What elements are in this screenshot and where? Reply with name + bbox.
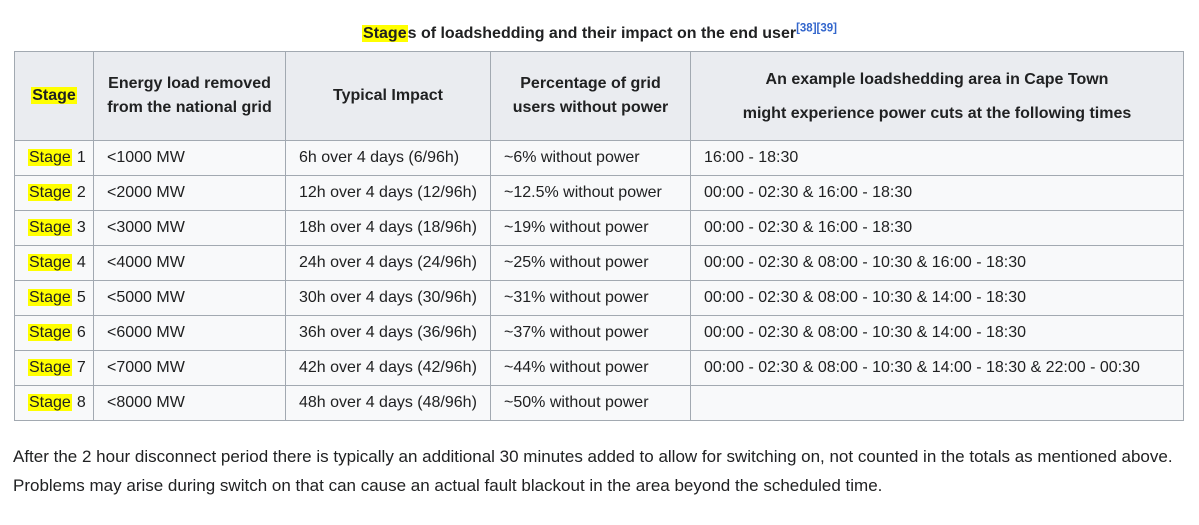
stage-cell: Stage 1	[14, 140, 94, 176]
header-impact: Typical Impact	[285, 51, 491, 141]
stage-highlight: Stage	[28, 359, 72, 376]
loadshedding-stages-table: Stage Energy load removed from the natio…	[14, 51, 1184, 421]
stage-cell: Stage 7	[14, 350, 94, 386]
table-row-stage-8: Stage 8 <8000 MW 48h over 4 days (48/96h)…	[14, 385, 1184, 421]
impact-cell: 24h over 4 days (24/96h)	[285, 245, 491, 281]
times-cell: 00:00 - 02:30 & 08:00 - 10:30 & 16:00 - …	[690, 245, 1184, 281]
stage-cell: Stage 2	[14, 175, 94, 211]
load-cell: <8000 MW	[93, 385, 286, 421]
stage-number: 7	[76, 359, 86, 376]
percentage-cell: ~37% without power	[490, 315, 691, 351]
header-example-times: An example loadshedding area in Cape Tow…	[690, 51, 1184, 141]
footnote-text: After the 2 hour disconnect period there…	[13, 447, 1173, 495]
stage-number: 6	[76, 324, 86, 341]
times-cell	[690, 385, 1184, 421]
header-stage: Stage	[14, 51, 94, 141]
stage-cell: Stage 6	[14, 315, 94, 351]
times-cell: 00:00 - 02:30 & 08:00 - 10:30 & 14:00 - …	[690, 350, 1184, 386]
stage-highlight: Stage	[28, 219, 72, 236]
stage-cell: Stage 5	[14, 280, 94, 316]
times-cell: 00:00 - 02:30 & 16:00 - 18:30	[690, 210, 1184, 246]
table-row-stage-6: Stage 6 <6000 MW 36h over 4 days (36/96h)…	[14, 315, 1184, 351]
table-row-stage-3: Stage 3 <3000 MW 18h over 4 days (18/96h)…	[14, 210, 1184, 246]
load-cell: <3000 MW	[93, 210, 286, 246]
load-cell: <2000 MW	[93, 175, 286, 211]
reference-38-anchor[interactable]: [38]	[796, 22, 817, 35]
table-row-stage-5: Stage 5 <5000 MW 30h over 4 days (30/96h)…	[14, 280, 1184, 316]
percentage-cell: ~6% without power	[490, 140, 691, 176]
load-cell: <1000 MW	[93, 140, 286, 176]
percentage-cell: ~25% without power	[490, 245, 691, 281]
stage-highlight: Stage	[28, 289, 72, 306]
impact-cell: 30h over 4 days (30/96h)	[285, 280, 491, 316]
stage-cell: Stage 8	[14, 385, 94, 421]
caption-text: s of loadshedding and their impact on th…	[407, 25, 797, 42]
load-cell: <7000 MW	[93, 350, 286, 386]
impact-cell: 36h over 4 days (36/96h)	[285, 315, 491, 351]
load-cell: <6000 MW	[93, 315, 286, 351]
stage-number: 5	[76, 289, 86, 306]
impact-cell: 48h over 4 days (48/96h)	[285, 385, 491, 421]
header-stage-highlight: Stage	[31, 87, 77, 104]
stage-number: 3	[76, 219, 86, 236]
times-cell: 00:00 - 02:30 & 08:00 - 10:30 & 14:00 - …	[690, 280, 1184, 316]
stage-number: 1	[76, 149, 86, 166]
stage-highlight: Stage	[28, 149, 72, 166]
stage-highlight: Stage	[28, 324, 72, 341]
impact-cell: 18h over 4 days (18/96h)	[285, 210, 491, 246]
table-row-stage-2: Stage 2 <2000 MW 12h over 4 days (12/96h)…	[14, 175, 1184, 211]
percentage-cell: ~44% without power	[490, 350, 691, 386]
caption-highlighted-term: Stage	[362, 25, 408, 42]
stage-number: 8	[76, 394, 86, 411]
load-cell: <4000 MW	[93, 245, 286, 281]
percentage-cell: ~12.5% without power	[490, 175, 691, 211]
table-row-stage-1: Stage 1 <1000 MW 6h over 4 days (6/96h) ~…	[14, 140, 1184, 176]
reference-link-39: [39]	[817, 23, 837, 35]
header-row: Stage Energy load removed from the natio…	[14, 51, 1184, 141]
header-percentage: Percentage of grid users without power	[490, 51, 691, 141]
reference-39-anchor[interactable]: [39]	[816, 22, 837, 35]
load-cell: <5000 MW	[93, 280, 286, 316]
stage-highlight: Stage	[28, 184, 72, 201]
times-cell: 00:00 - 02:30 & 16:00 - 18:30	[690, 175, 1184, 211]
times-cell: 16:00 - 18:30	[690, 140, 1184, 176]
stage-cell: Stage 4	[14, 245, 94, 281]
stage-cell: Stage 3	[14, 210, 94, 246]
stage-number: 4	[76, 254, 86, 271]
impact-cell: 6h over 4 days (6/96h)	[285, 140, 491, 176]
header-load: Energy load removed from the national gr…	[93, 51, 286, 141]
stage-number: 2	[76, 184, 86, 201]
reference-link-38: [38]	[796, 23, 816, 35]
table-header: Stage Energy load removed from the natio…	[14, 51, 1184, 141]
header-example-line1: An example loadshedding area in Cape Tow…	[765, 70, 1109, 88]
percentage-cell: ~19% without power	[490, 210, 691, 246]
percentage-cell: ~31% without power	[490, 280, 691, 316]
impact-cell: 12h over 4 days (12/96h)	[285, 175, 491, 211]
stage-highlight: Stage	[28, 394, 72, 411]
table-caption: Stages of loadshedding and their impact …	[0, 0, 1199, 44]
table-row-stage-4: Stage 4 <4000 MW 24h over 4 days (24/96h)…	[14, 245, 1184, 281]
times-cell: 00:00 - 02:30 & 08:00 - 10:30 & 14:00 - …	[690, 315, 1184, 351]
impact-cell: 42h over 4 days (42/96h)	[285, 350, 491, 386]
percentage-cell: ~50% without power	[490, 385, 691, 421]
header-example-line2: might experience power cuts at the follo…	[742, 104, 1132, 122]
table-row-stage-7: Stage 7 <7000 MW 42h over 4 days (42/96h)…	[14, 350, 1184, 386]
table-body: Stage 1 <1000 MW 6h over 4 days (6/96h) ~…	[14, 140, 1184, 421]
stage-highlight: Stage	[28, 254, 72, 271]
